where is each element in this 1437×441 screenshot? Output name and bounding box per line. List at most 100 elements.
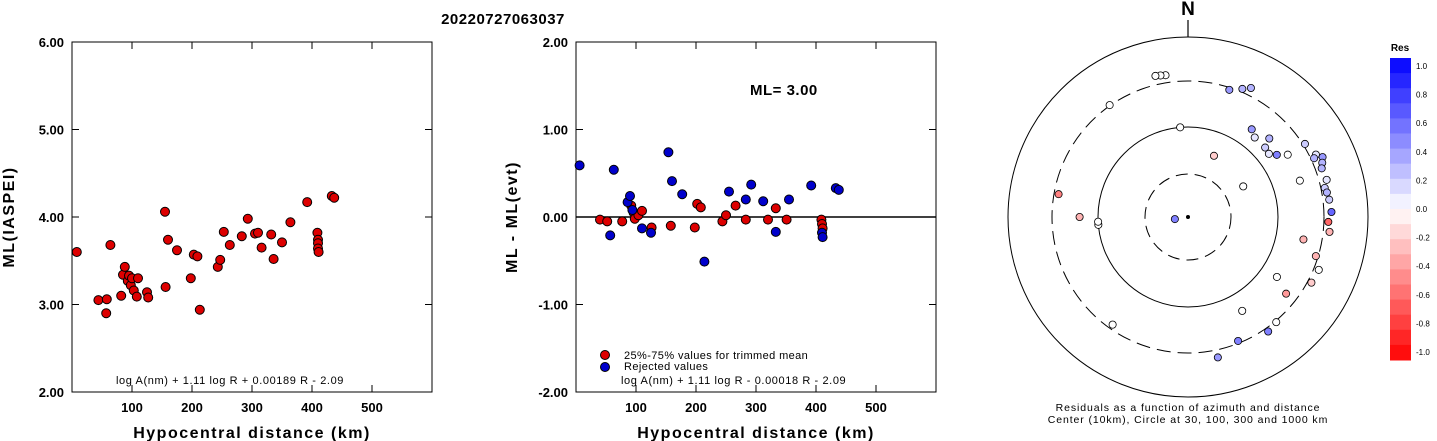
station-marker [1300,139,1309,148]
data-point [637,205,647,216]
station-marker [1295,176,1304,185]
data-point [71,247,82,257]
data-point [131,291,142,302]
colorbar-cell [1390,58,1411,74]
data-point [602,216,613,227]
station-marker [1108,320,1117,329]
colorbar-cell [1390,148,1411,165]
data-point [253,227,263,238]
data-point [730,200,741,211]
formula-label: log A(nm) + 1.11 log R - 0.00018 R - 2.0… [621,375,846,387]
colorbar-cell [1390,299,1411,316]
colorbar-cell [1390,103,1411,119]
y-tick-label: 0.00 [543,210,568,225]
data-point [695,202,706,213]
station-marker [1151,71,1160,80]
data-point [665,220,676,231]
y-tick-label: 1.00 [543,123,568,138]
y-axis-title: ML - ML(evt) [504,161,521,273]
x-tick-label: 100 [625,400,647,415]
station-marker [1324,217,1333,226]
colorbar-tick-label: -0.4 [1416,262,1430,271]
station-marker [1170,215,1179,224]
x-tick-label: 100 [121,400,143,415]
colorbar-cell [1390,178,1411,195]
station-marker [1317,164,1326,173]
ml-value-label: ML= 3.00 [750,82,818,99]
data-point [677,189,688,200]
legend-label-rejected: Rejected values [624,361,708,373]
data-point [185,273,196,284]
formula-label: log A(nm) + 1.11 log R + 0.00189 R - 2.0… [116,375,344,387]
station-marker [1250,133,1259,142]
legend-marker-trimmed [600,350,610,360]
y-tick-label: 5.00 [39,123,64,138]
data-point [689,222,700,233]
data-point [93,295,104,306]
outer-circle [1007,36,1369,398]
y-tick-label: 4.00 [39,210,64,225]
colorbar-cell [1390,224,1411,240]
x-tick-label: 300 [745,400,767,415]
station-marker [1265,134,1274,143]
colorbar-tick-label: -0.2 [1416,234,1430,243]
station-marker [1239,182,1248,191]
data-point [646,227,656,238]
x-tick-label: 500 [361,400,383,415]
data-point [194,304,205,315]
data-point [627,205,638,215]
colorbar-title: Res [1391,43,1410,54]
station-marker [1322,188,1331,197]
data-point [302,197,313,208]
station-marker [1054,190,1063,199]
data-point [699,256,710,267]
data-point [608,164,619,175]
station-marker [1094,217,1103,226]
colorbar-cells [1390,58,1411,361]
data-point [746,179,757,190]
station-marker [1264,149,1273,158]
data-point [224,240,235,250]
colorbar-tick-label: 0.8 [1416,91,1428,100]
colorbar-tick-label: -0.6 [1416,291,1430,300]
colorbar-cell [1390,133,1411,150]
data-point [277,237,287,248]
station-marker [1225,85,1234,94]
station-marker [1272,150,1281,159]
colorbar-tick-label: 1.0 [1416,62,1428,71]
y-tick-label: 3.00 [39,298,64,313]
data-point [105,240,116,250]
x-tick-label: 400 [301,400,323,415]
data-point [625,191,635,201]
station-marker [1246,83,1255,92]
data-point [160,206,170,217]
data-point [763,214,773,225]
data-point [143,292,154,303]
station-marker [1238,84,1247,93]
x-tick-label: 500 [865,400,887,415]
colorbar-tick-label: 0.0 [1416,205,1428,214]
data-point [667,176,677,187]
data-point [781,214,792,225]
data-point [329,192,340,203]
data-point [218,226,229,237]
x-tick-label: 200 [685,400,707,415]
station-marker [1247,125,1256,134]
colorbar-tick-label: 0.4 [1416,148,1428,157]
colorbar-cell [1390,254,1411,270]
y-tick-label: -2.00 [538,385,568,400]
data-point [740,194,751,205]
y-axis-title: ML(IASPEI) [1,166,18,267]
station-marker [1234,336,1243,345]
colorbar-cell [1390,329,1411,346]
colorbar-cell [1390,239,1411,255]
colorbar-cell [1390,269,1411,285]
colorbar-cell [1390,209,1411,225]
station-marker [1272,272,1281,281]
station-marker [1283,150,1292,159]
legend-marker-rejected [600,362,610,372]
ml-distance-panel: 100 200 300 400 500 2.00 3.00 4.00 5.00 6.00 Hypo… [1,35,433,441]
station-marker [1327,207,1336,216]
station-marker [1238,306,1247,315]
